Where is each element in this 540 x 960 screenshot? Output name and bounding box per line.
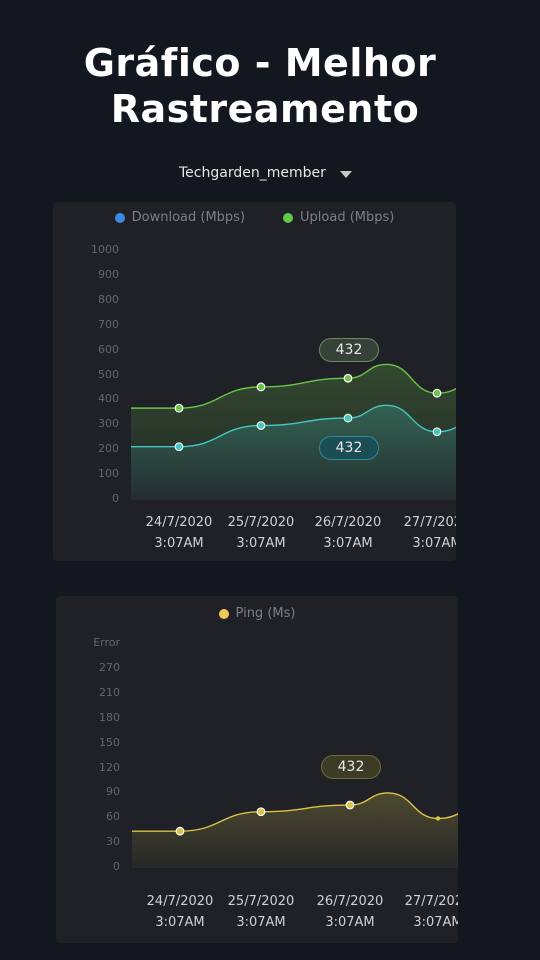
x-tick-label: 25/7/2020 3:07AM	[216, 891, 306, 933]
y-tick-label: 0	[113, 860, 120, 874]
data-point[interactable]	[343, 373, 353, 383]
y-tick-label: 900	[98, 267, 119, 281]
series-area	[131, 364, 456, 499]
x-tick-label: 25/7/2020 3:07AM	[216, 512, 306, 554]
data-point[interactable]	[174, 403, 184, 413]
page-title-line1: Gráfico - Melhor	[83, 41, 437, 85]
y-tick-label: 400	[98, 392, 119, 406]
x-tick-time: 3:07AM	[413, 915, 458, 930]
y-tick-label: Error	[93, 636, 120, 649]
x-tick-date: 24/7/2020	[146, 894, 214, 909]
y-tick-label: 60	[106, 810, 120, 824]
x-tick-date: 26/7/2020	[316, 894, 384, 909]
y-tick-label: 300	[98, 417, 119, 431]
upload-tooltip: 432	[319, 338, 379, 363]
x-tick-time: 3:07AM	[325, 915, 375, 930]
chevron-down-icon[interactable]	[339, 170, 352, 178]
download-legend-dot	[114, 212, 125, 223]
x-tick-time: 3:07AM	[236, 536, 286, 551]
x-tick-time: 3:07AM	[155, 915, 205, 930]
speed-chart-legend: Download (Mbps) Upload (Mbps)	[53, 210, 456, 225]
x-tick-time: 3:07AM	[154, 536, 204, 551]
y-tick-label: 210	[99, 685, 120, 699]
ping-chart-legend: Ping (Ms)	[56, 606, 458, 621]
x-tick-label: 24/7/2020 3:07AM	[135, 891, 225, 933]
x-tick-time: 3:07AM	[323, 536, 373, 551]
series-line	[132, 792, 458, 832]
x-tick-date: 26/7/2020	[314, 515, 382, 530]
speed-chart-plot	[130, 363, 456, 500]
y-tick-label: 120	[99, 760, 120, 774]
download-tooltip: 432	[319, 436, 379, 461]
legend-ping[interactable]: Ping (Ms)	[218, 606, 296, 621]
series-area	[132, 792, 458, 867]
ping-chart-plot	[132, 792, 458, 868]
x-tick-date: 24/7/2020	[145, 515, 213, 530]
y-tick-label: 0	[112, 492, 119, 505]
page-title-line2: Rastreamento	[110, 87, 420, 131]
data-point[interactable]	[256, 382, 266, 392]
x-tick-date: 27/7/2020	[403, 515, 456, 530]
account-selector-value: Techgarden_member	[179, 165, 326, 181]
ping-legend-dot	[218, 608, 229, 619]
x-tick-time: 3:07AM	[236, 915, 286, 930]
data-point[interactable]	[432, 388, 442, 398]
legend-upload-label: Upload (Mbps)	[300, 210, 395, 225]
x-tick-label: 26/7/2020 3:07AM	[305, 891, 395, 933]
legend-ping-label: Ping (Ms)	[235, 606, 296, 621]
y-tick-label: 270	[99, 660, 120, 674]
data-point[interactable]	[345, 800, 355, 810]
legend-upload[interactable]: Upload (Mbps)	[283, 210, 394, 225]
y-tick-label: 500	[98, 367, 119, 381]
data-point[interactable]	[256, 807, 266, 817]
y-tick-label: 200	[98, 442, 119, 456]
x-tick-date: 25/7/2020	[227, 894, 295, 909]
y-tick-label: 1000	[91, 243, 119, 256]
y-tick-label: 600	[98, 342, 119, 356]
legend-download-label: Download (Mbps)	[131, 210, 246, 225]
x-tick-date: 25/7/2020	[227, 515, 295, 530]
legend-download[interactable]: Download (Mbps)	[114, 210, 246, 225]
y-tick-label: 800	[98, 292, 119, 306]
series-line	[130, 363, 456, 409]
y-tick-label: 150	[99, 735, 120, 749]
y-tick-label: 180	[99, 710, 120, 724]
x-tick-date: 27/7/2020	[404, 894, 458, 909]
page-title: Gráfico - Melhor Rastreamento	[0, 40, 540, 132]
ping-tooltip: 432	[321, 755, 381, 780]
ping-chart-card: Ping (Ms) Error 270 210 180 150 120 90 60 30 0 24…	[56, 596, 458, 943]
x-tick-time: 3:07AM	[412, 536, 456, 551]
y-tick-label: 100	[98, 467, 119, 481]
x-tick-label: 24/7/2020 3:07AM	[134, 512, 224, 554]
data-point[interactable]	[435, 816, 441, 821]
x-tick-label: 26/7/2020 3:07AM	[303, 512, 393, 554]
x-tick-label: 27/7/2020 3:07AM	[392, 512, 456, 554]
account-selector-dropdown[interactable]: Techgarden_member	[179, 162, 352, 184]
y-tick-label: 700	[98, 317, 119, 331]
y-tick-label: 30	[106, 835, 120, 849]
upload-legend-dot	[283, 212, 294, 223]
y-tick-label: 90	[106, 785, 120, 799]
data-point[interactable]	[175, 826, 185, 836]
x-tick-label: 27/7/2020 3:07AM	[393, 891, 458, 933]
speed-chart-card: Download (Mbps) Upload (Mbps) 1000 900 800…	[53, 202, 456, 561]
